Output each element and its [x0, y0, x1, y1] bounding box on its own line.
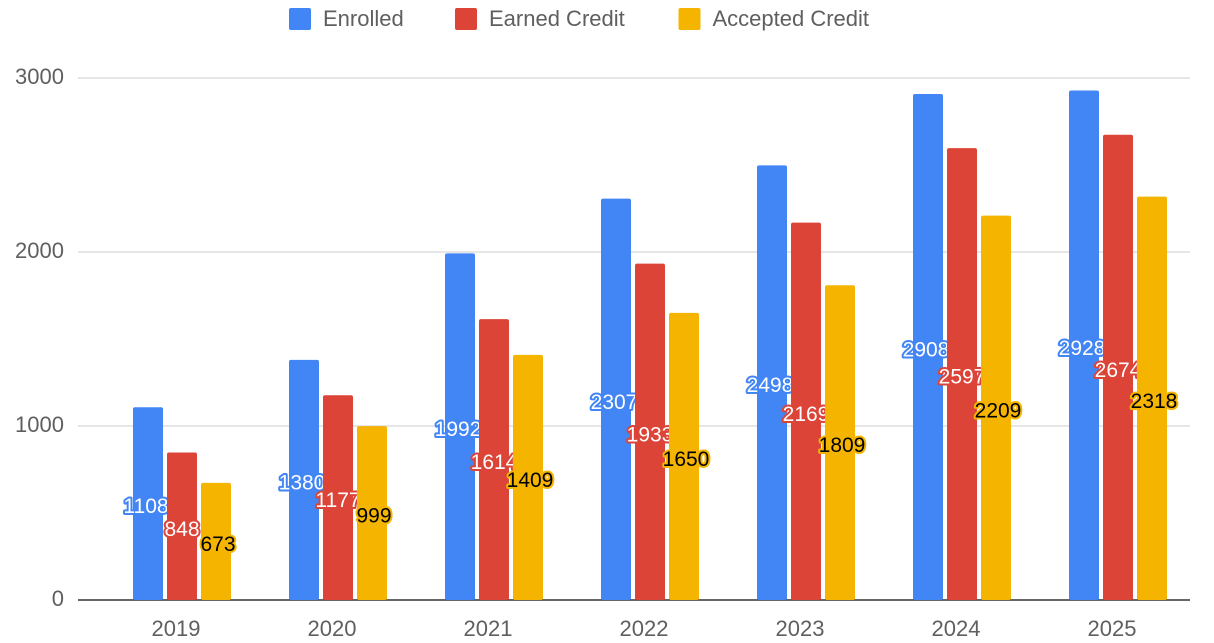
value-label: 1409	[507, 469, 554, 492]
bar	[289, 359, 319, 600]
value-label: 2597	[939, 366, 986, 389]
y-tick-label: 3000	[15, 64, 64, 89]
legend-swatch	[678, 8, 701, 30]
value-label: 2908	[903, 339, 950, 362]
value-label: 2674	[1095, 359, 1142, 382]
x-tick-label: 2019	[152, 616, 201, 641]
value-label: 999	[356, 505, 391, 528]
value-label: 2498	[747, 374, 794, 397]
bar	[825, 285, 855, 600]
bar	[1069, 90, 1099, 600]
y-tick-label: 0	[52, 586, 64, 611]
bar	[323, 395, 353, 600]
bar	[479, 319, 509, 600]
bar	[357, 426, 387, 600]
x-tick-label: 2021	[464, 616, 513, 641]
bar	[669, 312, 699, 600]
value-label: 1177	[315, 489, 360, 512]
value-label: 1933	[627, 423, 674, 446]
y-tick-label: 1000	[15, 412, 64, 437]
value-label: 673	[200, 533, 235, 556]
value-label: 1992	[435, 418, 482, 441]
legend-swatch	[455, 8, 477, 30]
value-label: 1108	[123, 495, 168, 518]
bar	[513, 354, 543, 600]
value-label: 2169	[783, 403, 830, 426]
value-label: 1380	[279, 471, 326, 494]
bar	[791, 222, 821, 600]
value-label: 2209	[975, 399, 1022, 422]
bar	[601, 198, 631, 600]
bar	[913, 94, 943, 601]
bar	[757, 165, 787, 600]
bar	[947, 148, 977, 600]
bar	[445, 253, 475, 600]
bar	[167, 452, 197, 600]
bar	[133, 407, 163, 600]
bar	[635, 263, 665, 600]
y-tick-label: 2000	[15, 238, 64, 263]
x-tick-label: 2024	[932, 616, 981, 641]
value-label: 848	[164, 518, 199, 541]
x-tick-label: 2025	[1088, 616, 1137, 641]
bar	[201, 482, 231, 600]
x-tick-label: 2023	[776, 616, 825, 641]
value-label: 2928	[1059, 337, 1106, 360]
bar	[1103, 134, 1133, 600]
legend-label: Enrolled	[323, 6, 404, 31]
legend-label: Earned Credit	[489, 6, 625, 31]
x-tick-label: 2022	[620, 616, 669, 641]
value-label: 1650	[663, 448, 710, 471]
bar	[981, 215, 1011, 600]
value-label: 1809	[819, 434, 866, 457]
value-label: 2307	[591, 391, 638, 414]
legend-label: Accepted Credit	[713, 6, 870, 31]
bar	[1137, 196, 1167, 600]
x-tick-label: 2020	[308, 616, 357, 641]
legend-swatch	[289, 8, 311, 30]
value-label: 2318	[1131, 390, 1178, 413]
value-label: 1614	[471, 451, 518, 474]
